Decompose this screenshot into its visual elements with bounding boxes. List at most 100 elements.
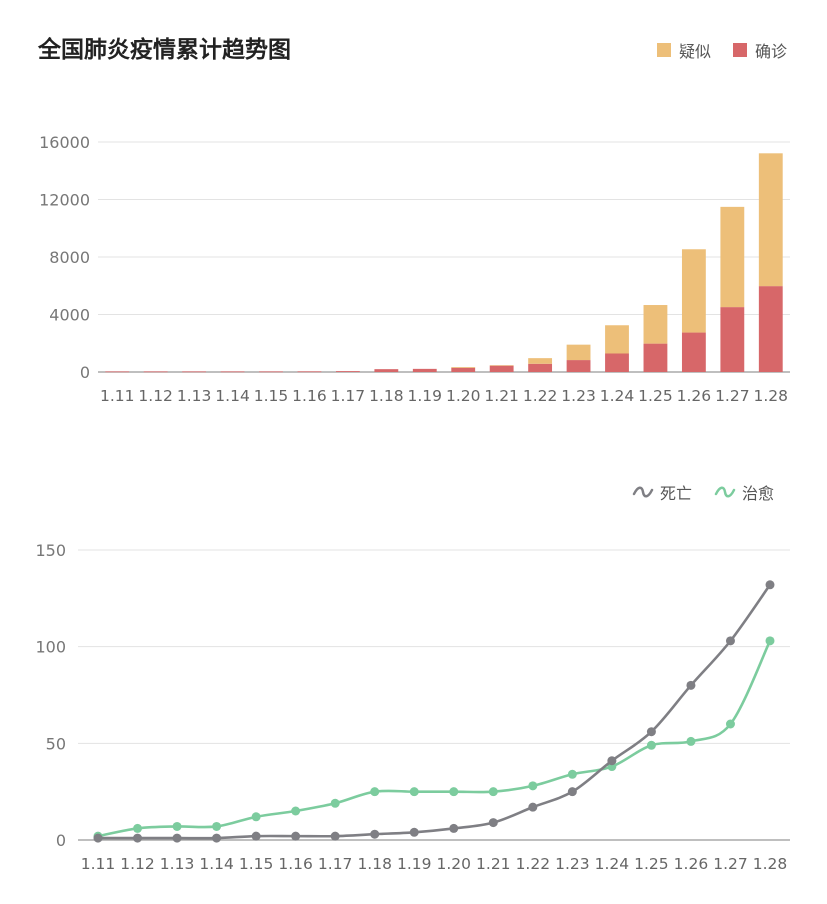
- x-tick-label: 1.27: [715, 387, 750, 405]
- x-tick-label: 1.16: [278, 855, 313, 873]
- point-cured: [567, 769, 577, 779]
- x-tick-label: 1.12: [138, 387, 173, 405]
- bar-confirmed: [605, 353, 629, 372]
- point-cured: [765, 636, 775, 646]
- bar-suspected: [681, 249, 706, 333]
- y-tick-label: 16000: [39, 133, 90, 152]
- legend-swatch-confirmed: [733, 43, 748, 57]
- x-tick-label: 1.17: [331, 387, 366, 405]
- bar-confirmed: [374, 369, 399, 372]
- y-tick-label: 8000: [49, 248, 90, 267]
- bar-confirmed: [489, 365, 514, 372]
- point-cured: [449, 787, 459, 797]
- x-tick-label: 1.13: [177, 387, 212, 405]
- point-deaths: [93, 833, 103, 843]
- legend-item-deaths[interactable]: 死亡: [632, 480, 692, 504]
- bar-confirmed: [297, 371, 322, 373]
- point-deaths: [528, 802, 538, 812]
- point-deaths: [686, 680, 696, 690]
- point-cured: [291, 806, 301, 816]
- point-deaths: [251, 831, 261, 841]
- point-cured: [646, 740, 656, 750]
- line-series-deaths: [98, 584, 772, 840]
- bar-confirmed: [451, 367, 476, 372]
- x-tick-label: 1.28: [754, 387, 789, 405]
- bar-confirmed: [335, 371, 360, 372]
- y-tick-label: 12000: [39, 191, 90, 210]
- point-deaths: [725, 636, 735, 646]
- x-tick-label: 1.25: [634, 855, 669, 873]
- x-tick-label: 1.23: [561, 387, 596, 405]
- point-cured: [251, 812, 261, 822]
- x-tick-label: 1.17: [318, 855, 353, 873]
- x-tick-label: 1.15: [254, 387, 289, 405]
- y-tick-label: 0: [56, 831, 66, 850]
- x-tick-label: 1.21: [476, 855, 511, 873]
- y-tick-label: 50: [46, 734, 66, 753]
- bar-suspected: [605, 325, 629, 354]
- point-deaths: [409, 827, 419, 837]
- x-tick-label: 1.16: [292, 387, 327, 405]
- x-tick-label: 1.22: [523, 387, 558, 405]
- x-tick-label: 1.27: [713, 855, 748, 873]
- point-deaths: [172, 833, 182, 843]
- point-deaths: [567, 787, 577, 797]
- point-deaths: [212, 833, 222, 843]
- x-tick-label: 1.13: [160, 855, 195, 873]
- point-cured: [725, 719, 735, 729]
- bar-confirmed: [681, 332, 706, 372]
- legend-label-confirmed: 确诊: [755, 42, 788, 61]
- bar-suspected: [643, 305, 668, 344]
- y-tick-label: 4000: [49, 306, 90, 325]
- point-cured: [488, 787, 498, 797]
- bar-confirmed: [220, 371, 245, 373]
- x-tick-label: 1.25: [638, 387, 673, 405]
- point-deaths: [607, 756, 617, 766]
- x-tick-label: 1.18: [357, 855, 392, 873]
- bar-confirmed: [105, 371, 130, 373]
- legend-line-icon-cured: [714, 486, 736, 498]
- legend-swatch-suspected: [657, 43, 671, 57]
- chart-title: 全国肺炎疫情累计趋势图: [38, 37, 291, 63]
- legend-item-cured[interactable]: 治愈: [714, 480, 774, 504]
- bar-suspected: [489, 365, 514, 366]
- x-tick-label: 1.20: [437, 855, 472, 873]
- line-series-cured: [97, 640, 772, 838]
- bar-suspected: [720, 206, 745, 308]
- point-deaths: [330, 831, 340, 841]
- point-cured: [686, 736, 696, 746]
- point-deaths: [765, 580, 775, 590]
- point-deaths: [488, 818, 498, 828]
- y-tick-label: 150: [35, 541, 66, 560]
- legend-label-suspected: 疑似: [679, 42, 712, 61]
- bar-confirmed: [182, 371, 207, 373]
- bar-confirmed: [643, 343, 668, 372]
- x-tick-label: 1.11: [81, 855, 116, 873]
- x-tick-label: 1.18: [369, 387, 404, 405]
- bar-suspected: [451, 367, 476, 368]
- x-tick-label: 1.26: [677, 387, 712, 405]
- legend-line-icon-deaths: [632, 486, 654, 498]
- bar-suspected: [566, 344, 591, 361]
- x-tick-label: 1.23: [555, 855, 590, 873]
- point-cured: [172, 821, 182, 831]
- legend-item-confirmed[interactable]: 确诊: [733, 38, 787, 62]
- bar-confirmed: [566, 360, 591, 372]
- x-tick-label: 1.14: [215, 387, 250, 405]
- point-deaths: [370, 829, 380, 839]
- x-tick-label: 1.11: [100, 387, 135, 405]
- x-tick-label: 1.19: [408, 387, 443, 405]
- x-tick-label: 1.24: [600, 387, 635, 405]
- legend-label-deaths: 死亡: [660, 484, 693, 503]
- x-tick-label: 1.22: [516, 855, 551, 873]
- legend-item-suspected[interactable]: 疑似: [657, 38, 711, 62]
- x-tick-label: 1.26: [674, 855, 709, 873]
- bar-confirmed: [720, 307, 745, 372]
- bar-confirmed: [412, 368, 437, 372]
- bar-confirmed: [528, 363, 553, 372]
- x-tick-label: 1.21: [484, 387, 519, 405]
- bar-suspected: [528, 358, 553, 364]
- x-tick-label: 1.19: [397, 855, 432, 873]
